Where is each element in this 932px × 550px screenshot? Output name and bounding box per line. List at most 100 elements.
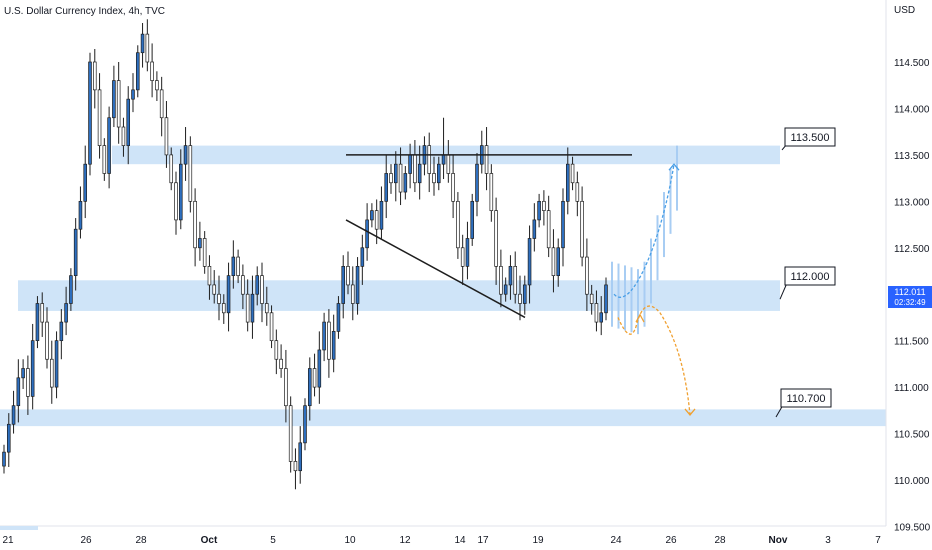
price-tick-label: 110.000 <box>894 476 930 487</box>
candle-bullish <box>21 368 25 379</box>
bullish-projection-path <box>613 164 675 298</box>
last-price-value: 112.011 <box>894 287 925 297</box>
candle-bullish <box>30 340 35 397</box>
candle-bearish <box>575 182 580 202</box>
candle-bearish <box>489 173 494 211</box>
support-resistance-zone <box>0 409 886 427</box>
time-tick-label: Nov <box>769 535 788 546</box>
candle-bullish <box>384 173 389 202</box>
candle-bullish <box>465 238 470 267</box>
candle-bullish <box>126 98 131 146</box>
candle-bullish <box>360 247 365 267</box>
candle-bearish <box>293 461 298 472</box>
candle-bearish <box>350 284 355 304</box>
candle-bullish <box>303 405 307 444</box>
candle-bullish <box>140 33 145 54</box>
candle-bullish <box>226 275 231 314</box>
time-tick-label: 5 <box>270 535 276 546</box>
price-tick-label: 109.500 <box>894 522 931 533</box>
zone-label-text: 112.000 <box>791 271 830 283</box>
countdown-timer: 02:32:49 <box>894 298 926 307</box>
time-tick-label: 10 <box>344 535 356 546</box>
candle-bullish <box>307 368 312 407</box>
candle-bearish <box>207 266 212 286</box>
candle-bullish <box>231 256 236 276</box>
candle-bullish <box>565 163 570 202</box>
candle-bearish <box>236 256 240 276</box>
candle-bullish <box>317 349 322 388</box>
candle-bullish <box>11 405 16 425</box>
candle-bearish <box>427 145 432 174</box>
bearish-small-arrowhead <box>635 313 645 323</box>
time-tick-label: 24 <box>610 535 622 546</box>
bearish-arrowhead <box>684 408 696 416</box>
candle-bullish <box>83 163 88 202</box>
candle-bullish <box>73 228 78 276</box>
candle-bearish <box>456 200 460 249</box>
candle-bearish <box>92 61 97 91</box>
candle-bearish <box>169 154 174 184</box>
price-tick-label: 111.000 <box>894 383 929 394</box>
candle-bullish <box>255 275 260 295</box>
time-tick-label: 26 <box>665 535 677 546</box>
candle-bullish <box>322 321 326 351</box>
candle-bullish <box>370 210 374 221</box>
time-tick-label: 7 <box>875 535 881 546</box>
candle-bullish <box>532 219 537 239</box>
candle-bullish <box>604 284 608 314</box>
candle-bullish <box>78 200 83 230</box>
candle-bullish <box>441 154 446 165</box>
candle-bullish <box>365 219 369 249</box>
candle-bullish <box>503 284 508 295</box>
time-tick-label: 3 <box>825 535 831 546</box>
candle-bullish <box>537 200 541 221</box>
zone-label-box <box>780 388 832 408</box>
candle-bearish <box>221 303 226 314</box>
zone-label-text: 110.700 <box>787 393 826 405</box>
candle-bearish <box>155 80 159 91</box>
candle-bearish <box>212 284 217 295</box>
candle-bearish <box>40 303 45 323</box>
candle-bearish <box>585 256 589 295</box>
candle-bearish <box>102 145 107 174</box>
time-tick-label: 21 <box>2 535 14 546</box>
candle-bearish <box>116 80 121 128</box>
candle-bearish <box>269 312 274 342</box>
candle-bearish <box>484 145 489 174</box>
candle-bullish <box>298 442 303 472</box>
bearish-projection-path <box>617 305 691 416</box>
candle-bearish <box>49 358 54 388</box>
time-tick-label: Oct <box>201 535 218 546</box>
last-price-tag: 112.011 02:32:49 <box>888 286 932 308</box>
scroll-indicator[interactable] <box>0 526 38 530</box>
candle-bearish <box>570 163 575 184</box>
candle-bullish <box>393 163 398 184</box>
descending-trendline <box>345 219 526 319</box>
price-tick-label: 111.500 <box>894 337 929 348</box>
candle-bearish <box>193 200 197 249</box>
candle-bullish <box>59 321 64 342</box>
candle-bullish <box>355 266 360 304</box>
candle-bearish <box>389 173 393 184</box>
candle-bullish <box>178 163 183 221</box>
time-tick-label: 17 <box>477 535 489 546</box>
candle-bearish <box>546 210 551 249</box>
candle-bearish <box>260 275 264 304</box>
candle-bullish <box>198 238 202 249</box>
candle-bearish <box>374 210 379 230</box>
candle-bullish <box>6 423 11 453</box>
time-tick-label: 12 <box>399 535 411 546</box>
candle-bearish <box>159 89 164 119</box>
price-tick-label: 112.500 <box>894 244 930 255</box>
candle-bearish <box>594 303 599 323</box>
candle-bullish <box>69 275 73 304</box>
candle-bullish <box>408 154 412 174</box>
candle-bearish <box>245 293 250 323</box>
time-axis[interactable]: 21 26 28 Oct 5 10 12 14 17 19 24 26 28 Nov 3 7 <box>2 535 881 546</box>
chart-title: U.S. Dollar Currency Index, 4h, TVC <box>4 6 165 17</box>
time-tick-label: 19 <box>532 535 544 546</box>
candle-layer <box>2 19 608 490</box>
candle-bearish <box>460 247 465 267</box>
candle-bearish <box>551 247 556 276</box>
